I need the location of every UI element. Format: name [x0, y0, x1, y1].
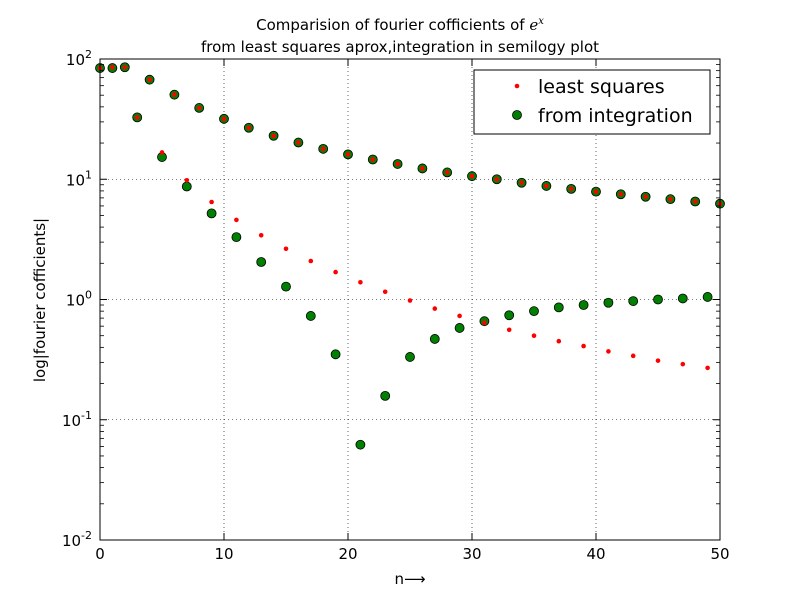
y-tick-label: 10-1 [62, 409, 92, 430]
series-least-squares [97, 64, 723, 371]
data-point [506, 327, 512, 333]
data-point [407, 298, 413, 303]
data-point [308, 258, 314, 264]
chart-title-line1: Comparision of fourier cofficients of ex [256, 16, 544, 34]
data-point [606, 349, 611, 354]
data-point [320, 146, 326, 152]
series-from-integration [95, 62, 725, 450]
x-tick-label: 0 [95, 545, 105, 563]
data-point [692, 199, 698, 204]
data-point [184, 177, 190, 183]
data-point [553, 302, 564, 313]
data-point [281, 281, 291, 292]
data-point [110, 64, 115, 70]
data-point [147, 77, 152, 82]
data-point [181, 181, 192, 192]
grid-lines [100, 59, 720, 540]
data-point [628, 296, 639, 306]
data-point [529, 306, 539, 317]
y-axis-label: log|fourier cofficients| [31, 218, 49, 382]
data-point [296, 140, 301, 145]
data-point [382, 289, 388, 295]
y-tick-label: 101 [66, 168, 92, 189]
data-point [618, 191, 624, 197]
y-tick-label: 10-2 [62, 529, 92, 550]
data-point [395, 161, 400, 167]
data-point [271, 133, 276, 139]
data-point [159, 150, 165, 155]
data-point [134, 115, 140, 120]
data-point [305, 311, 316, 321]
data-point [578, 300, 589, 310]
data-point [482, 320, 487, 326]
data-point [702, 292, 713, 302]
legend: least squares from integration [473, 69, 711, 135]
data-point [196, 105, 202, 111]
data-point [221, 116, 227, 122]
data-series [95, 62, 725, 450]
data-point [405, 352, 415, 362]
data-point [494, 176, 500, 182]
data-point [556, 338, 562, 344]
data-point [172, 92, 177, 97]
data-point [677, 293, 688, 304]
data-point [234, 217, 239, 223]
data-point [358, 280, 363, 285]
data-point [643, 194, 648, 200]
legend-marker-from-integration [512, 110, 522, 120]
data-point [504, 310, 515, 321]
legend-label-from-integration: from integration [538, 105, 693, 127]
data-point [256, 257, 267, 267]
x-axis-label: n⟶ [394, 570, 425, 588]
data-point [655, 358, 661, 363]
data-point [668, 196, 673, 202]
y-tick-label: 100 [66, 289, 92, 310]
axis-ticks: 0 10 20 30 40 50 10-2 10-1 100 101 102 [62, 48, 730, 563]
data-point [330, 349, 341, 360]
data-point [444, 170, 450, 175]
data-point [653, 294, 663, 305]
legend-label-least-squares: least squares [538, 76, 665, 98]
data-point [231, 232, 242, 243]
data-point [454, 323, 465, 333]
data-point [603, 297, 614, 308]
data-point [420, 166, 425, 171]
data-point [457, 313, 462, 319]
data-point [333, 269, 338, 275]
data-point [519, 180, 524, 186]
data-point [283, 246, 289, 252]
data-point [705, 365, 710, 371]
x-tick-label: 30 [462, 545, 481, 563]
data-point [469, 173, 475, 179]
data-point [429, 334, 440, 344]
data-point [531, 333, 537, 338]
data-point [122, 64, 128, 70]
chart-title-line2: from least squares aprox,integration in … [201, 38, 599, 56]
legend-marker-least-squares [514, 83, 520, 89]
data-point [380, 390, 391, 401]
data-point [432, 306, 438, 311]
data-point [370, 157, 376, 162]
data-point [568, 186, 574, 192]
data-point [345, 152, 351, 157]
data-point [206, 208, 217, 219]
data-point [209, 199, 214, 205]
data-point [544, 183, 549, 189]
data-point [680, 361, 686, 367]
data-point [246, 125, 252, 131]
y-tick-label: 102 [66, 48, 92, 69]
data-point [258, 232, 264, 238]
x-tick-label: 20 [338, 545, 357, 563]
legend-box [473, 69, 711, 135]
data-point [355, 439, 366, 450]
data-point [581, 343, 586, 349]
data-point [630, 353, 636, 359]
x-tick-label: 40 [586, 545, 605, 563]
data-point [593, 189, 599, 194]
x-tick-label: 50 [710, 545, 729, 563]
x-tick-label: 10 [214, 545, 233, 563]
